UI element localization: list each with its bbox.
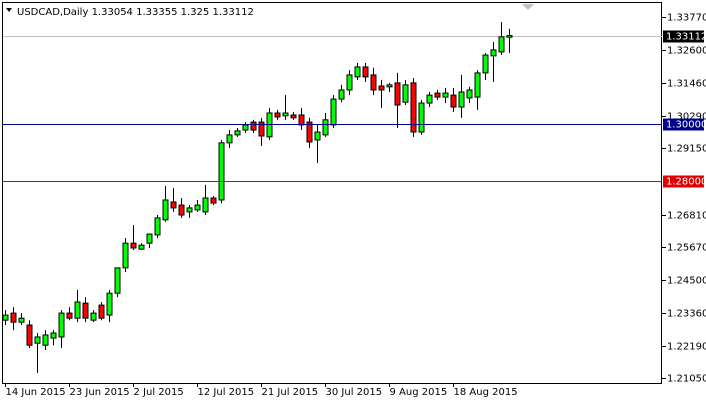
candle-down bbox=[130, 242, 137, 249]
candle-down bbox=[290, 114, 297, 119]
candle-up bbox=[50, 332, 57, 339]
header-close: 1.33112 bbox=[212, 7, 253, 18]
candle-down bbox=[370, 74, 377, 91]
current-price-label: 1.33112 bbox=[666, 32, 706, 43]
candle-up bbox=[346, 74, 353, 91]
candle-up bbox=[90, 312, 97, 321]
candle-down bbox=[410, 82, 417, 133]
candle-up bbox=[338, 89, 345, 100]
candle-up bbox=[402, 84, 409, 103]
candle-up bbox=[418, 102, 425, 133]
level-label: 1.28000 bbox=[666, 177, 706, 188]
candle-down bbox=[450, 94, 457, 108]
shift-marker bbox=[522, 4, 534, 10]
candle-up bbox=[506, 35, 513, 38]
current-price-box bbox=[663, 30, 704, 43]
header-marker bbox=[6, 8, 12, 12]
y-tick-label: 1.26810 bbox=[667, 211, 706, 222]
x-tick-label: 18 Aug 2015 bbox=[454, 387, 518, 398]
candle-up bbox=[314, 131, 321, 141]
plot-frame bbox=[2, 2, 662, 384]
y-tick-label: 1.25670 bbox=[667, 243, 706, 254]
candle-up bbox=[218, 142, 225, 201]
candle-down bbox=[274, 112, 281, 118]
x-tick-label: 21 Jul 2015 bbox=[262, 387, 319, 398]
y-tick-label: 1.22190 bbox=[667, 342, 706, 353]
x-tick-label: 23 Jun 2015 bbox=[70, 387, 130, 398]
candle-up bbox=[154, 217, 161, 236]
candle-down bbox=[26, 324, 33, 346]
candle-up bbox=[42, 334, 49, 346]
y-tick-label: 1.29150 bbox=[667, 144, 706, 155]
candle-up bbox=[330, 98, 337, 126]
candle-down bbox=[66, 312, 73, 319]
y-tick-label: 1.30290 bbox=[667, 112, 706, 123]
candle-up bbox=[426, 94, 433, 104]
candle-down bbox=[210, 197, 217, 204]
candle-down bbox=[10, 312, 17, 323]
candle-down bbox=[378, 85, 385, 91]
x-tick-label: 9 Aug 2015 bbox=[390, 387, 448, 398]
level-label-box bbox=[663, 118, 704, 131]
candle-up bbox=[354, 66, 361, 78]
candle-down bbox=[394, 82, 401, 106]
candle-up bbox=[58, 312, 65, 338]
candle-down bbox=[434, 92, 441, 98]
candle-up bbox=[106, 292, 113, 316]
candle-up bbox=[122, 242, 129, 269]
candle-up bbox=[186, 207, 193, 213]
header-low: 1.325 bbox=[181, 7, 210, 18]
y-tick-label: 1.24500 bbox=[667, 276, 706, 287]
level-label: 1.30000 bbox=[666, 120, 706, 131]
candle-up bbox=[498, 36, 505, 53]
header-high: 1.33355 bbox=[136, 7, 177, 18]
candle-up bbox=[74, 301, 81, 319]
level-label-box bbox=[663, 175, 704, 188]
candle-up bbox=[34, 336, 41, 344]
candle-up bbox=[458, 91, 465, 108]
candle-up bbox=[162, 199, 169, 221]
candle-up bbox=[138, 244, 145, 250]
candle-up bbox=[282, 112, 289, 117]
y-tick-label: 1.33770 bbox=[667, 13, 706, 24]
candle-up bbox=[386, 84, 393, 88]
candle-up bbox=[114, 267, 121, 294]
y-tick-label: 1.21050 bbox=[667, 374, 706, 385]
candle-up bbox=[322, 119, 329, 136]
candle-up bbox=[474, 72, 481, 98]
y-tick-label: 1.23360 bbox=[667, 309, 706, 320]
y-tick-label: 1.32600 bbox=[667, 46, 706, 57]
candle-down bbox=[178, 204, 185, 216]
candle-up bbox=[2, 314, 9, 321]
x-tick-label: 30 Jul 2015 bbox=[326, 387, 383, 398]
candle-up bbox=[482, 54, 489, 74]
header-open: 1.33054 bbox=[92, 7, 133, 18]
candle-up bbox=[194, 204, 201, 211]
candle-down bbox=[250, 121, 257, 131]
candle-up bbox=[490, 49, 497, 57]
y-tick-label: 1.31460 bbox=[667, 79, 706, 90]
candle-down bbox=[362, 66, 369, 78]
candle-down bbox=[298, 114, 305, 126]
candle-up bbox=[202, 197, 209, 213]
candle-up bbox=[226, 134, 233, 144]
symbol: USDCAD,Daily bbox=[17, 7, 88, 18]
candle-up bbox=[442, 92, 449, 98]
candle-up bbox=[18, 317, 25, 323]
x-tick-label: 2 Jul 2015 bbox=[134, 387, 184, 398]
candle-up bbox=[234, 130, 241, 136]
candle-down bbox=[98, 304, 105, 319]
candle-down bbox=[258, 121, 265, 137]
candle-up bbox=[146, 233, 153, 244]
candle-up bbox=[466, 89, 473, 99]
header: USDCAD,Daily 1.33054 1.33355 1.325 1.331… bbox=[17, 7, 254, 18]
candle-down bbox=[170, 201, 177, 209]
x-tick-label: 12 Jul 2015 bbox=[198, 387, 255, 398]
candle-down bbox=[82, 302, 89, 319]
candle-down bbox=[306, 121, 313, 143]
x-tick-label: 14 Jun 2015 bbox=[6, 387, 66, 398]
candle-up bbox=[242, 124, 249, 131]
